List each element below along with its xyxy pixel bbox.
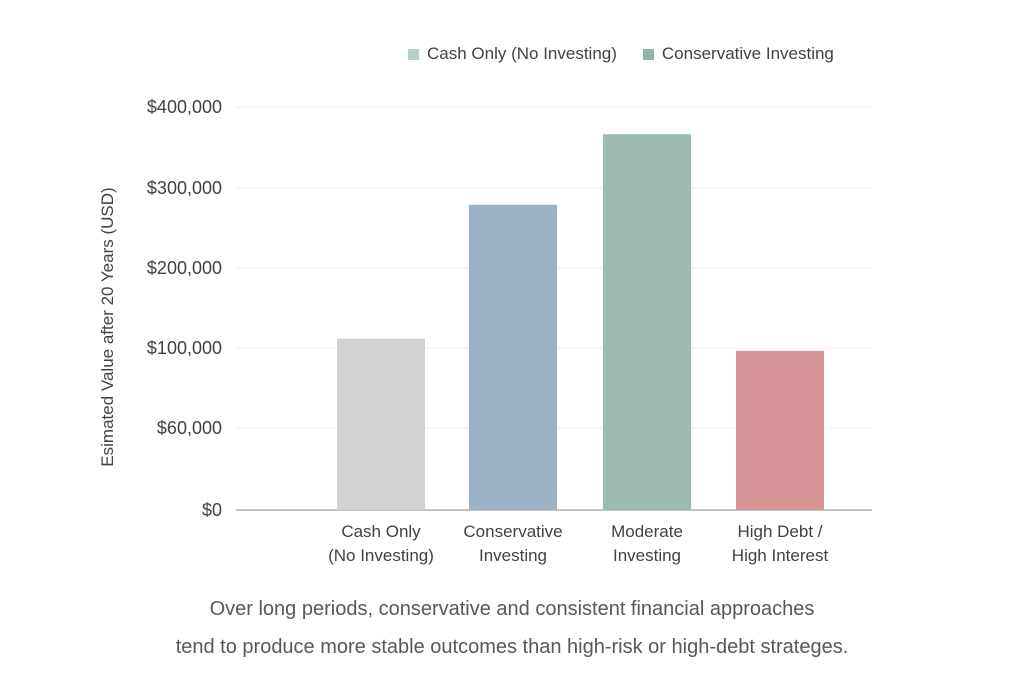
legend-label-cash-only: Cash Only (No Investing): [427, 44, 617, 63]
y-tick-label: $100,000: [147, 338, 222, 358]
chart-legend: Cash Only (No Investing) Conservative In…: [408, 44, 834, 64]
bar: [736, 350, 824, 510]
bar: [469, 204, 557, 511]
x-tick-label: Conservative: [463, 522, 562, 541]
bar: [337, 338, 425, 510]
x-tick-label: High Debt /: [737, 522, 822, 541]
x-tick-label: Investing: [479, 546, 547, 565]
y-tick-label: $300,000: [147, 178, 222, 198]
y-tick-label: $60,000: [157, 418, 222, 438]
x-tick-labels: Cash Only (No Investing) Conservative Inves…: [328, 522, 828, 565]
x-tick-label: Investing: [613, 546, 681, 565]
legend-item-cash-only: Cash Only (No Investing): [408, 44, 617, 64]
legend-label-conservative: Conservative Investing: [661, 44, 834, 63]
x-tick-label: Moderate: [611, 522, 683, 541]
caption-line-1: Over long periods, conservative and cons…: [209, 598, 815, 620]
x-tick-label: (No Investing): [328, 546, 434, 565]
x-tick-label: High Interest: [732, 546, 829, 565]
y-tick-labels: $400,000 $300,000 $200,000 $100,000 $60,000 $…: [147, 97, 222, 520]
y-tick-label: $0: [202, 500, 222, 520]
caption-line-2: tend to produce more stable outcomes tha…: [175, 636, 849, 658]
legend-swatch-conservative: [642, 48, 654, 60]
x-tick-label: Cash Only: [341, 522, 421, 541]
legend-item-conservative: Conservative Investing: [642, 44, 834, 64]
y-tick-label: $400,000: [147, 97, 222, 117]
y-tick-label: $200,000: [147, 258, 222, 278]
bar: [603, 134, 691, 510]
bars: [337, 134, 824, 511]
legend-swatch-cash-only: [408, 48, 419, 60]
